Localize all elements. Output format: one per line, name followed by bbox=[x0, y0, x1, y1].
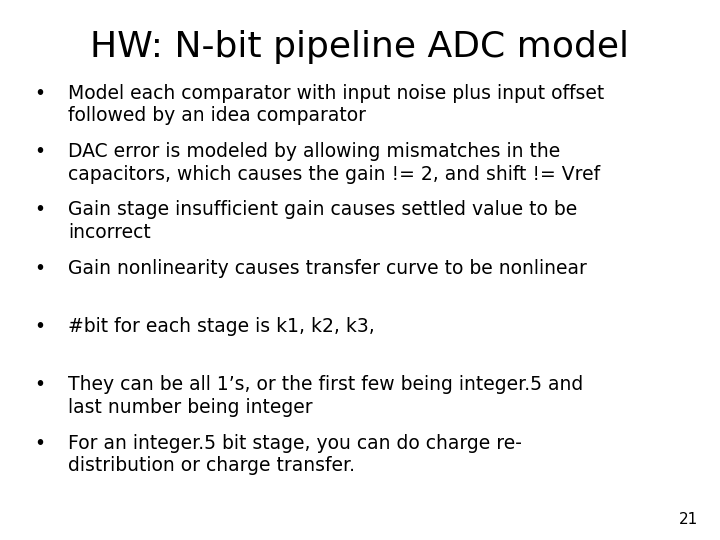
Text: •: • bbox=[34, 84, 45, 103]
Text: 21: 21 bbox=[679, 511, 698, 526]
Text: •: • bbox=[34, 142, 45, 161]
Text: •: • bbox=[34, 375, 45, 394]
Text: Model each comparator with input noise plus input offset
followed by an idea com: Model each comparator with input noise p… bbox=[68, 84, 605, 125]
Text: •: • bbox=[34, 317, 45, 336]
Text: Gain stage insufficient gain causes settled value to be
incorrect: Gain stage insufficient gain causes sett… bbox=[68, 200, 577, 242]
Text: •: • bbox=[34, 434, 45, 453]
Text: •: • bbox=[34, 200, 45, 219]
Text: For an integer.5 bit stage, you can do charge re-
distribution or charge transfe: For an integer.5 bit stage, you can do c… bbox=[68, 434, 522, 475]
Text: Gain nonlinearity causes transfer curve to be nonlinear: Gain nonlinearity causes transfer curve … bbox=[68, 259, 588, 278]
Text: DAC error is modeled by allowing mismatches in the
capacitors, which causes the : DAC error is modeled by allowing mismatc… bbox=[68, 142, 600, 184]
Text: They can be all 1’s, or the first few being integer.5 and
last number being inte: They can be all 1’s, or the first few be… bbox=[68, 375, 584, 417]
Text: #bit for each stage is k1, k2, k3,: #bit for each stage is k1, k2, k3, bbox=[68, 317, 375, 336]
Text: HW: N-bit pipeline ADC model: HW: N-bit pipeline ADC model bbox=[91, 30, 629, 64]
Text: •: • bbox=[34, 259, 45, 278]
